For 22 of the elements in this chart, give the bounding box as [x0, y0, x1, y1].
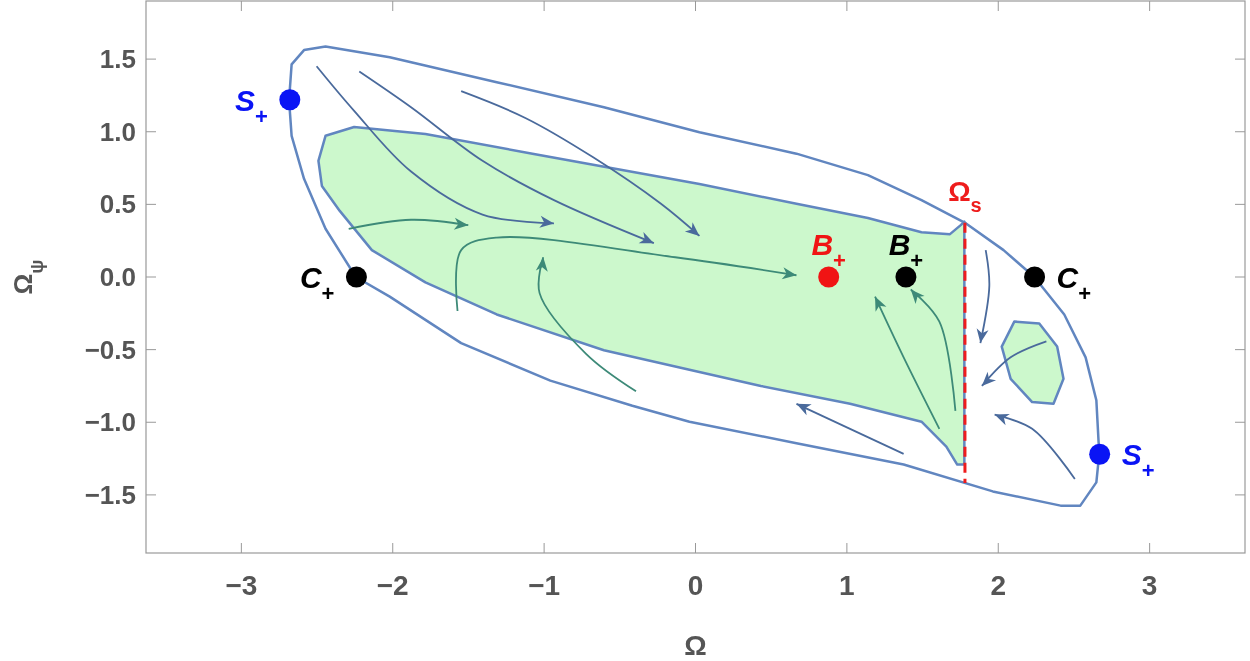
y-tick-label: −0.5: [84, 334, 136, 365]
annotation: B$_{+}$: [888, 228, 924, 273]
y-tick-label: 0.0: [99, 262, 136, 292]
x-tick-label: 3: [1141, 570, 1158, 601]
y-tick-label: 1.0: [99, 116, 136, 147]
y-tick-label: −1.5: [84, 479, 136, 510]
x-tick-label: −1: [528, 570, 561, 601]
ref-line-label: Ω$_{s}$: [948, 175, 982, 216]
annotation: C$_{+}$: [1056, 261, 1092, 306]
x-tick-label: −3: [225, 570, 258, 601]
x-tick-label: 2: [990, 570, 1007, 601]
y-tick-label: 1.5: [99, 44, 136, 75]
annotation: S$_{+}$: [234, 83, 268, 129]
annotation: S$_{+}$: [1121, 438, 1155, 483]
x-tick-label: 0: [687, 570, 704, 601]
x-tick-label: −2: [376, 570, 409, 601]
y-tick-label: −1.0: [84, 407, 136, 438]
annotation: C$_{+}$: [299, 261, 335, 306]
annotation: B$_{+}$: [811, 228, 846, 273]
x-axis-title: Ω: [684, 630, 707, 661]
x-tick-label: 1: [839, 570, 855, 601]
y-tick-label: 0.5: [99, 189, 136, 220]
